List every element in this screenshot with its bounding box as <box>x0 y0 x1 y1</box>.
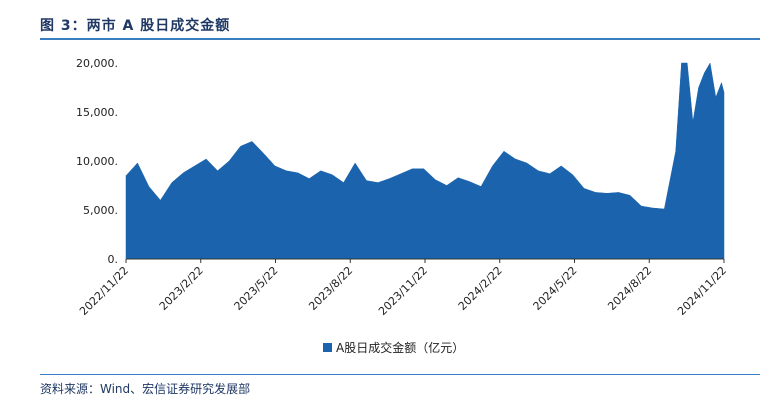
x-tick-label: 2024/5/22 <box>531 264 580 313</box>
series-area <box>125 62 725 260</box>
y-tick-label: 0. <box>108 253 119 266</box>
x-tick-label: 2024/2/22 <box>456 264 505 313</box>
x-tick-label: 2023/5/22 <box>232 264 281 313</box>
source-note: 资料来源：Wind、宏信证券研究发展部 <box>40 382 251 396</box>
legend-swatch <box>323 343 332 352</box>
figure-title: 图 3：两市 A 股日成交金额 <box>40 18 231 34</box>
title-divider <box>40 38 760 40</box>
x-tick-label: 2023/2/22 <box>157 264 206 313</box>
source-divider <box>40 374 760 375</box>
x-tick-label: 2022/11/22 <box>77 264 131 318</box>
plot-area <box>125 62 725 260</box>
y-tick-label: 15,000. <box>76 106 118 119</box>
x-tick-label: 2023/8/22 <box>306 264 355 313</box>
x-tick-label: 2024/11/22 <box>675 264 729 318</box>
x-tick-label: 2024/8/22 <box>605 264 654 313</box>
x-tick-label: 2023/11/22 <box>376 264 430 318</box>
y-tick-label: 5,000. <box>83 204 118 217</box>
legend-label: A股日成交金额（亿元） <box>336 341 465 355</box>
y-tick-label: 10,000. <box>76 155 118 168</box>
legend: A股日成交金额（亿元） <box>323 339 464 356</box>
y-tick-label: 20,000. <box>76 57 118 70</box>
x-axis: 2022/11/22 2023/2/22 2023/5/22 2023/8/22 202… <box>77 258 729 318</box>
y-axis: 0. 5,000. 10,000. 15,000. 20,000. <box>76 57 118 266</box>
